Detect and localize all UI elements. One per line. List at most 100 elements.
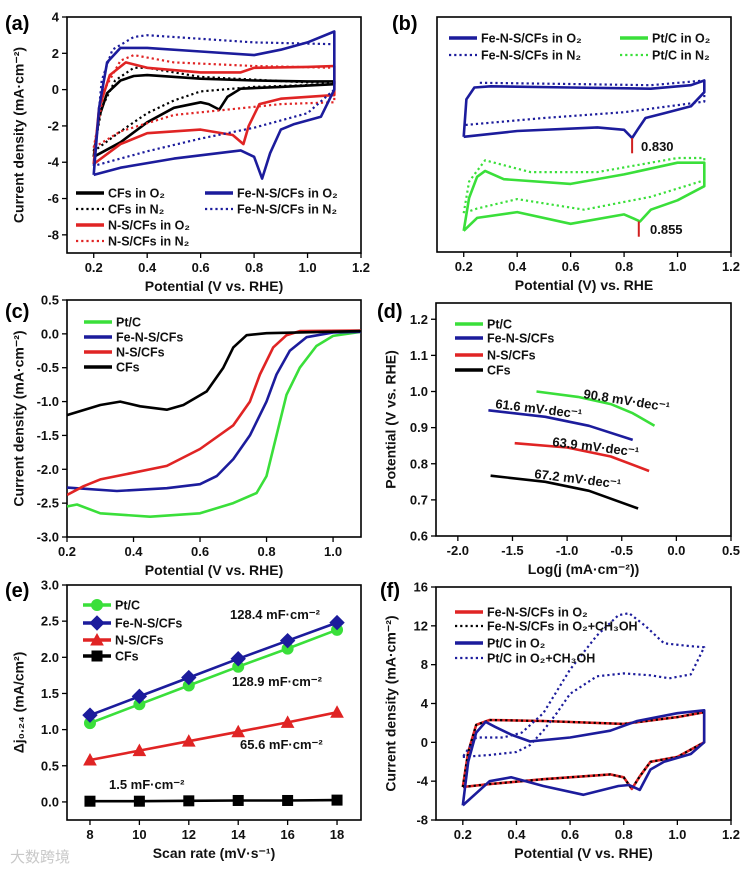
legend-marker — [89, 615, 105, 631]
legend-label: Pt/C — [115, 599, 140, 613]
x-tick-label: 16 — [280, 827, 294, 842]
series-line-1 — [89, 621, 338, 717]
data-point-square — [84, 795, 96, 807]
y-tick-label: 0 — [421, 735, 428, 750]
legend-label: Fe-N-S/CFs in O₂ — [481, 32, 582, 46]
data-point-diamond — [131, 688, 148, 705]
y-tick-label: 0.6 — [410, 529, 428, 544]
x-tick-label: 0.6 — [562, 259, 580, 274]
y-axis-label: Current density (mA·cm⁻²) — [383, 615, 399, 791]
x-tick-label: 0.6 — [561, 827, 579, 842]
legend-label: CFs in N₂ — [108, 203, 164, 217]
series-line-3 — [461, 612, 706, 758]
x-axis-label: Log(j (mA·cm⁻²)) — [528, 561, 640, 577]
y-tick-label: 0.9 — [410, 420, 428, 435]
data-point-diamond — [181, 669, 197, 686]
x-tick-label: 0.8 — [615, 259, 633, 274]
panel-label: (f) — [380, 580, 400, 602]
annotation-label: 0.830 — [641, 139, 674, 154]
data-point-square — [183, 795, 195, 807]
x-tick-label: 8 — [86, 827, 93, 842]
x-tick-label: 1.0 — [324, 544, 342, 559]
y-tick-label: -4 — [416, 774, 428, 789]
legend-label: CFs — [115, 650, 139, 664]
x-tick-label: 0.8 — [615, 827, 633, 842]
x-tick-label: 12 — [182, 827, 196, 842]
y-axis-label: Current density (mA·cm⁻²) — [11, 330, 27, 506]
y-tick-label: 0.7 — [410, 492, 428, 507]
series-line-5 — [92, 34, 336, 167]
y-tick-label: 1.2 — [410, 312, 428, 327]
data-point-triangle — [330, 705, 344, 718]
plot-frame — [66, 16, 362, 254]
series-line-0 — [462, 79, 706, 140]
x-tick-label: 0.0 — [667, 543, 685, 558]
legend-label: Fe-N-S/CFs — [115, 617, 182, 631]
y-tick-label: 16 — [414, 580, 428, 595]
x-tick-label: 1.0 — [299, 260, 317, 275]
series-line-2 — [461, 709, 706, 807]
x-tick-label: 0.4 — [138, 260, 157, 275]
data-point-diamond — [329, 614, 345, 631]
x-tick-label: 0.6 — [192, 260, 210, 275]
legend-marker — [90, 632, 104, 646]
y-tick-label: 1.1 — [410, 348, 428, 363]
y-tick-label: 0.5 — [41, 293, 59, 308]
panel-d: (d) -2.0 -1.5 -1.0 -0.5 0.0 0.5 0.6 0.7 0.8 0.9 1.0… — [377, 301, 740, 577]
series-line-2 — [462, 161, 706, 232]
x-tick-label: 1.2 — [722, 827, 740, 842]
plot-frame — [435, 302, 732, 537]
data-point-triangle — [83, 752, 97, 766]
annotation-label: 128.9 mF·cm⁻² — [232, 674, 323, 689]
series-line-3 — [462, 156, 706, 215]
legend-label: Pt/C — [116, 316, 141, 330]
legend-label: Fe-N-S/CFs — [487, 332, 554, 346]
legend-label: CFs in O₂ — [108, 187, 165, 201]
legend-label: Pt/C — [487, 318, 512, 332]
x-axis-label: Potential (V) vs. RHE — [515, 277, 653, 293]
series-group — [461, 612, 706, 807]
x-tick-label: 0.8 — [245, 260, 263, 275]
series-line-3 — [490, 474, 639, 510]
panel-e: (e) 8 10 12 14 16 18 0.0 0.5 1.0 1.5 2.0 2.5 3.0 Scan … — [5, 578, 362, 861]
x-tick-label: 18 — [330, 827, 344, 842]
data-point-triangle — [231, 724, 246, 738]
y-tick-label: 2.0 — [41, 650, 59, 665]
x-axis-label: Scan rate (mV·s⁻¹) — [153, 845, 276, 861]
legend-label: Fe-N-S/CFs — [116, 331, 183, 345]
data-point-diamond — [279, 632, 296, 649]
y-tick-label: -1.5 — [37, 428, 59, 443]
plot-frame — [66, 584, 362, 821]
legend-label: Fe-N-S/CFs in N₂ — [237, 203, 337, 217]
x-tick-label: -1.5 — [501, 543, 523, 558]
series-group — [92, 30, 336, 180]
series-line-3 — [90, 798, 338, 803]
legend-label: Fe-N-S/CFs in N₂ — [481, 49, 581, 63]
x-tick-label: 0.2 — [85, 260, 103, 275]
y-axis-label: Δj₀.₂₄ (mA/cm²) — [11, 652, 27, 754]
legend-label: Fe-N-S/CFs in O₂ — [237, 187, 338, 201]
legend-label: CFs — [487, 364, 511, 378]
legend-label: N-S/CFs — [115, 634, 164, 648]
y-tick-label: -8 — [416, 813, 428, 828]
y-tick-label: -2 — [47, 118, 59, 133]
y-tick-label: -8 — [47, 227, 59, 242]
legend-marker — [91, 650, 103, 662]
data-point-square — [133, 795, 145, 807]
x-tick-label: 1.2 — [722, 259, 740, 274]
plot-frame — [66, 299, 362, 538]
x-tick-label: 1.2 — [352, 260, 370, 275]
x-axis-label: Potential (V vs. RHE) — [145, 562, 283, 578]
series-line-0 — [67, 330, 361, 518]
series-line-0 — [89, 628, 338, 725]
legend-label: N-S/CFs in O₂ — [108, 219, 190, 233]
y-tick-label: -4 — [47, 155, 59, 170]
y-tick-label: 4 — [421, 696, 429, 711]
y-tick-label: -2.5 — [37, 496, 59, 511]
panel-label: (b) — [392, 13, 418, 35]
y-axis-label: Current density (mA·cm⁻²) — [11, 47, 27, 223]
panel-a: (a) 0.2 0.4 0.6 0.8 1.0 1.2 -8 -6 -4 -2 0 2 4 Potentia… — [5, 10, 370, 295]
data-point-square — [331, 794, 343, 806]
x-tick-label: 0.4 — [507, 827, 526, 842]
